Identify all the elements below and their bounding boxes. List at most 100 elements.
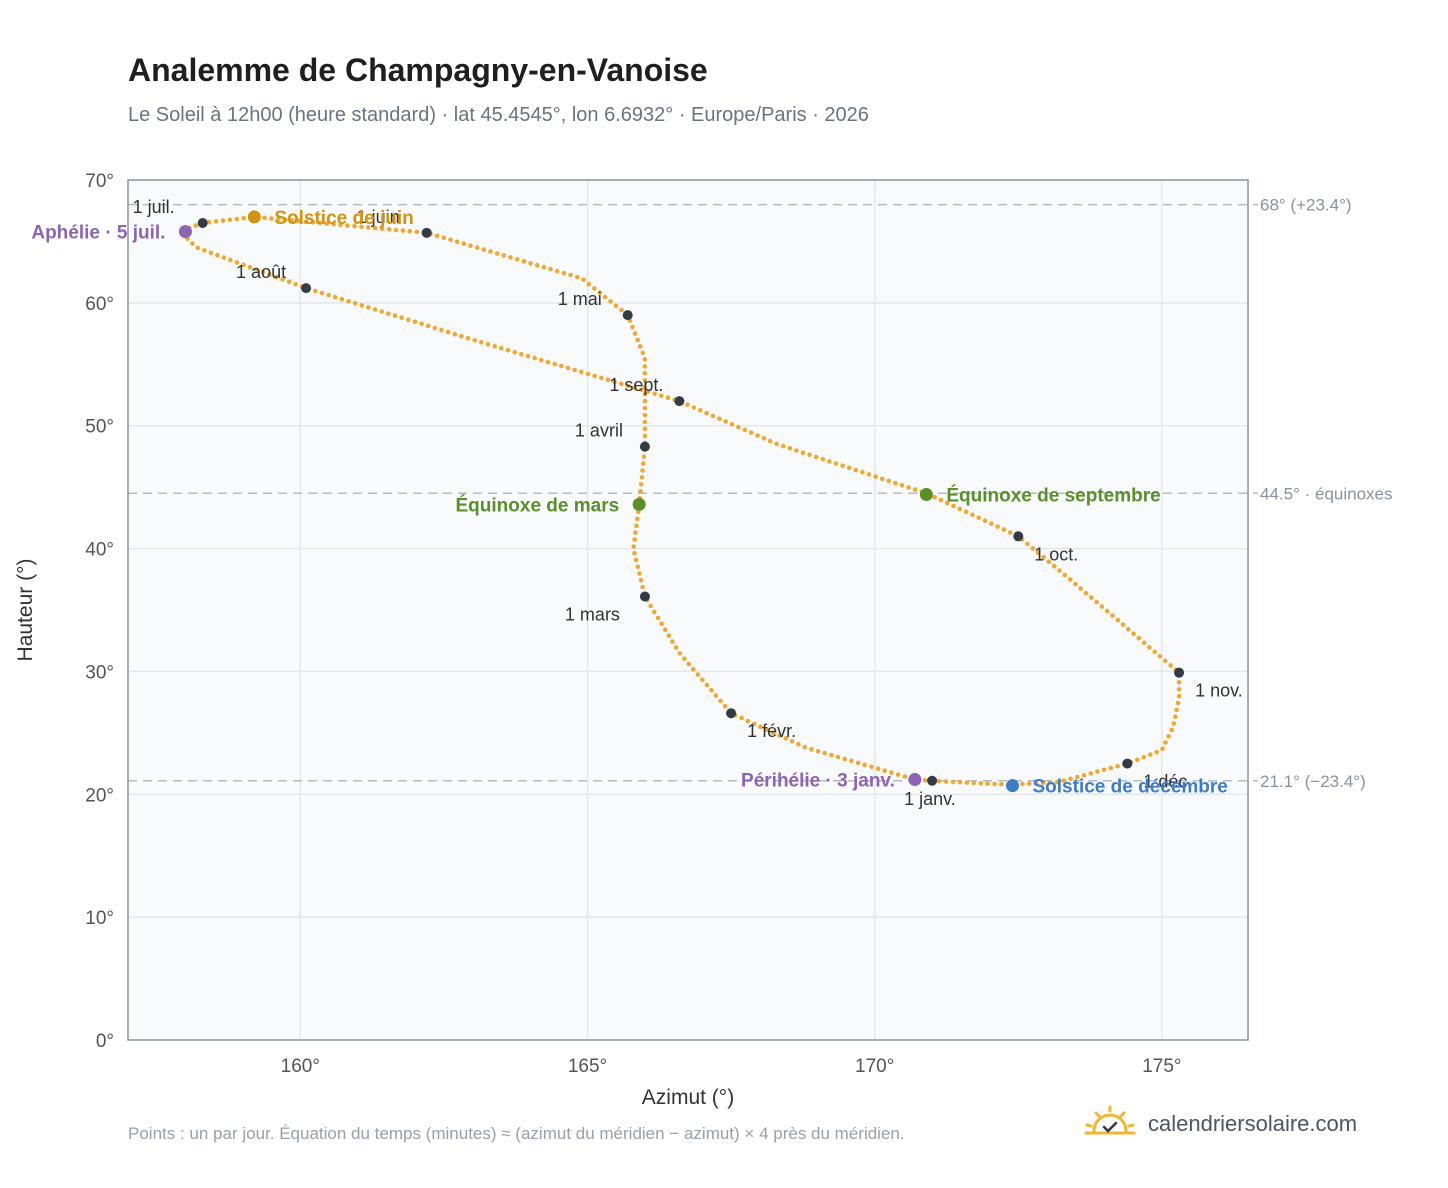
x-tick-label: 175° xyxy=(1142,1056,1181,1077)
day-point xyxy=(866,472,872,477)
day-point xyxy=(691,666,696,672)
day-point xyxy=(639,475,645,480)
brand-logo[interactable]: calendriersolaire.com xyxy=(1084,1104,1357,1144)
day-point xyxy=(1131,631,1136,636)
day-point xyxy=(1163,658,1168,664)
day-point xyxy=(1083,590,1089,596)
day-point xyxy=(982,518,988,523)
day-point xyxy=(710,413,716,419)
day-point xyxy=(789,739,795,744)
day-point xyxy=(1169,727,1174,733)
day-point xyxy=(879,476,885,482)
event-label: Solstice de juin xyxy=(274,208,413,229)
day-point xyxy=(372,225,378,231)
day-point xyxy=(1001,527,1007,532)
day-point xyxy=(736,424,741,430)
day-point xyxy=(722,703,728,709)
day-point xyxy=(213,219,219,224)
day-point xyxy=(592,373,597,379)
day-point xyxy=(1157,654,1163,659)
day-point xyxy=(586,281,592,287)
day-point xyxy=(943,779,949,784)
day-point xyxy=(572,367,577,373)
day-point xyxy=(642,378,648,383)
day-point xyxy=(406,317,411,323)
day-point xyxy=(659,621,664,627)
day-point xyxy=(260,269,266,275)
day-point xyxy=(938,497,944,503)
day-point xyxy=(713,693,719,698)
day-point xyxy=(642,405,648,411)
brand-name[interactable]: calendriersolaire.com xyxy=(1148,1111,1358,1136)
day-point xyxy=(579,369,584,375)
day-point xyxy=(608,299,613,304)
day-point xyxy=(1152,649,1157,655)
axis-ticks: 160° 165° 170° 175° 0° 10° 20° 30° 40° 50° 60° 70° xyxy=(85,171,1181,1077)
month-label: 1 mars xyxy=(565,604,620,624)
day-point xyxy=(599,375,604,381)
day-point xyxy=(241,215,246,221)
day-point xyxy=(1136,635,1142,641)
month-label: 1 févr. xyxy=(747,721,796,741)
day-point xyxy=(359,303,365,308)
day-point xyxy=(1148,752,1153,757)
day-point xyxy=(1101,767,1107,773)
day-point xyxy=(655,615,661,621)
day-point xyxy=(1067,577,1073,582)
day-point xyxy=(1030,546,1036,551)
day-point xyxy=(485,342,491,347)
day-point xyxy=(492,344,498,349)
day-point xyxy=(193,223,199,228)
day-point xyxy=(853,467,859,473)
month-label: 1 janv. xyxy=(904,789,956,809)
day-point xyxy=(592,286,597,291)
day-point xyxy=(1160,746,1165,751)
day-point xyxy=(1046,559,1052,564)
reference-line-label: 44.5° · équinoxes xyxy=(1260,484,1393,503)
day-point xyxy=(842,756,847,762)
day-point xyxy=(686,661,692,667)
day-point xyxy=(568,272,573,278)
day-point xyxy=(1176,687,1182,692)
day-point xyxy=(190,241,195,246)
day-point xyxy=(221,255,227,260)
day-point xyxy=(228,257,233,263)
day-point xyxy=(632,331,638,336)
day-point xyxy=(787,446,793,451)
month-marker xyxy=(421,227,432,238)
day-point xyxy=(642,426,648,432)
day-point xyxy=(352,301,358,306)
day-point xyxy=(633,557,639,563)
day-point xyxy=(989,521,994,526)
x-tick-label: 170° xyxy=(855,1056,894,1077)
day-point xyxy=(286,279,292,285)
day-point xyxy=(548,266,553,272)
reference-lines: 68° (+23.4°) 44.5° · équinoxes 21.1° (−23.… xyxy=(128,196,1393,791)
day-point xyxy=(501,253,507,258)
day-point xyxy=(326,292,331,298)
day-point xyxy=(677,651,683,656)
day-point xyxy=(767,438,773,444)
day-point xyxy=(751,721,757,727)
day-point xyxy=(637,344,643,349)
day-point xyxy=(642,364,648,369)
day-point xyxy=(739,715,744,721)
event-marker xyxy=(632,497,646,511)
y-tick-label: 50° xyxy=(85,417,114,438)
day-point xyxy=(541,264,547,270)
day-point xyxy=(625,383,631,389)
month-marker xyxy=(622,310,633,321)
day-point xyxy=(1051,563,1057,569)
day-point xyxy=(1061,778,1067,783)
month-marker xyxy=(1013,531,1024,542)
day-point xyxy=(1141,754,1147,760)
day-point xyxy=(619,307,624,313)
day-point xyxy=(346,298,351,304)
day-point xyxy=(215,252,220,258)
day-point xyxy=(1168,663,1173,668)
day-point xyxy=(313,288,318,294)
day-point xyxy=(944,500,950,506)
day-point xyxy=(1068,776,1073,782)
day-point xyxy=(957,780,963,785)
day-point xyxy=(862,762,867,768)
